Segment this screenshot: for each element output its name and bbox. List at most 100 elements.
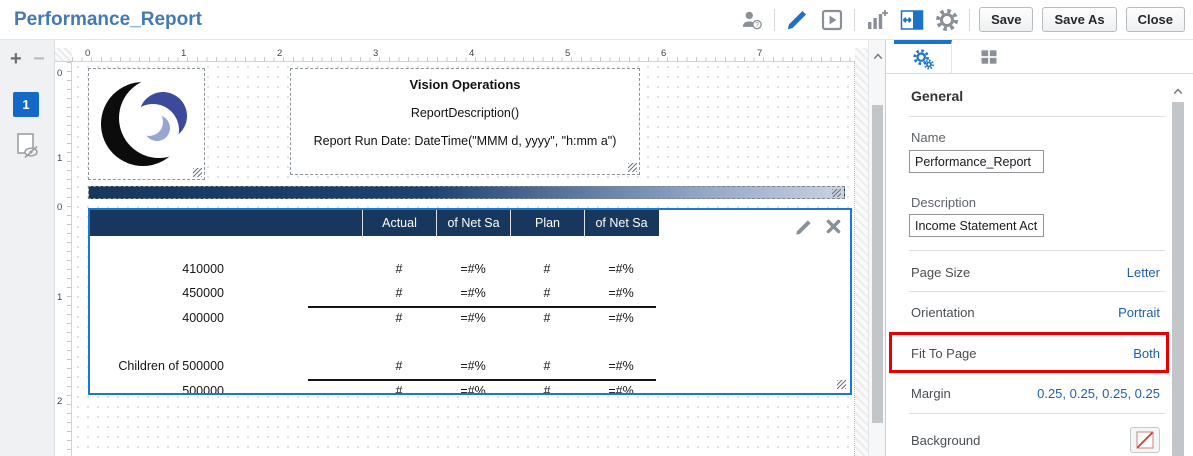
save-as-button[interactable]: Save As [1042, 7, 1117, 32]
no-fill-icon [1136, 431, 1154, 449]
grid-row: 500000 # =#% # =#% [90, 384, 659, 395]
grid-cell[interactable]: =#% [608, 286, 634, 300]
resize-handle[interactable] [628, 163, 637, 172]
toolbar-separator [774, 8, 776, 31]
canvas-scrollbar[interactable] [868, 40, 885, 456]
page-number-thumbnail[interactable]: 1 [13, 92, 39, 117]
grid-header-row: Actual of Net Sa Plan of Net Sa [90, 210, 659, 236]
grid-cell[interactable]: # [395, 311, 403, 325]
scroll-up-icon[interactable] [870, 48, 885, 63]
remove-page-icon[interactable]: − [33, 48, 45, 70]
grid-cell[interactable]: # [543, 311, 551, 325]
ruler-label: 1 [57, 153, 63, 164]
add-page-icon[interactable]: + [10, 48, 22, 70]
tab-general-settings[interactable] [894, 40, 952, 74]
grid-row-label[interactable]: 450000 [182, 286, 224, 300]
grid-cell[interactable]: =#% [460, 384, 486, 395]
report-description-text: ReportDescription() [410, 106, 520, 120]
description-input[interactable] [909, 214, 1044, 237]
grid-cell[interactable]: # [395, 262, 403, 276]
grid-underline [308, 306, 656, 308]
tab-layout[interactable] [960, 40, 1018, 74]
header-band[interactable] [88, 186, 845, 199]
hidden-sheet-icon[interactable] [14, 132, 42, 167]
grid-cell[interactable]: # [543, 384, 551, 395]
grid-row-label[interactable]: Children of 500000 [118, 359, 224, 373]
grid-cell[interactable]: =#% [608, 262, 634, 276]
resize-handle[interactable] [832, 189, 841, 197]
panel-scrollbar[interactable] [1171, 40, 1185, 456]
grid-cell[interactable]: =#% [608, 311, 634, 325]
out-of-page-area [855, 48, 868, 456]
grid-cell[interactable]: =#% [460, 359, 486, 373]
grid-underline [308, 379, 656, 381]
design-canvas[interactable]: 0 1 2 3 4 5 6 7 0 1 0 1 2 [55, 40, 885, 456]
background-no-fill-button[interactable] [1130, 427, 1160, 453]
grid-cell[interactable]: =#% [460, 262, 486, 276]
page-size-label: Page Size [911, 264, 971, 280]
preview-icon[interactable] [819, 7, 845, 33]
grid-header-cell[interactable]: Plan [510, 210, 584, 236]
ruler-label: 0 [57, 202, 63, 213]
grid-cell[interactable]: =#% [460, 286, 486, 300]
fit-to-page-row: Fit To Page Both [886, 343, 1193, 363]
grid-header-cell[interactable] [90, 210, 362, 236]
report-page[interactable]: Vision Operations ReportDescription() Re… [73, 62, 855, 456]
user-status-icon[interactable]: ? [739, 7, 765, 33]
grid-header-cell[interactable]: Actual [362, 210, 436, 236]
grid-cell[interactable]: =#% [608, 384, 634, 395]
report-grid[interactable]: Actual of Net Sa Plan of Net Sa 410000 #… [88, 208, 852, 395]
grid-cell[interactable]: # [395, 384, 403, 395]
close-button[interactable]: Close [1125, 7, 1185, 32]
margin-value[interactable]: 0.25, 0.25, 0.25, 0.25 [1037, 385, 1160, 401]
properties-tabs [886, 40, 1193, 74]
scroll-up-icon[interactable] [1171, 84, 1185, 98]
name-input[interactable] [909, 150, 1044, 173]
save-button[interactable]: Save [979, 7, 1034, 32]
left-toolbar: + − 1 [0, 40, 55, 456]
edit-grid-pencil-icon[interactable] [794, 218, 813, 242]
edit-pencil-icon[interactable] [784, 7, 810, 33]
vertical-ruler: 0 1 0 1 2 [55, 62, 72, 456]
grid-row: Children of 500000 # =#% # =#% [90, 359, 659, 374]
grid-cell[interactable]: # [395, 359, 403, 373]
divider [909, 413, 1165, 414]
report-run-date-text: Report Run Date: DateTime("MMM d, yyyy",… [313, 134, 617, 148]
margin-label: Margin [911, 385, 951, 401]
ruler-corner [55, 48, 72, 62]
grid-cell[interactable]: # [543, 262, 551, 276]
settings-gear-icon[interactable] [934, 7, 960, 33]
ruler-label: 5 [565, 48, 571, 59]
grid-row-label[interactable]: 400000 [182, 311, 224, 325]
background-row: Background [886, 426, 1193, 454]
delete-grid-x-icon[interactable] [825, 218, 842, 242]
grid-cell[interactable]: # [395, 286, 403, 300]
fit-to-page-value[interactable]: Both [1133, 345, 1160, 361]
toolbar-separator [854, 8, 856, 31]
insert-chart-icon[interactable] [864, 7, 890, 33]
top-toolbar: ? Save Save As Close [739, 7, 1185, 33]
report-title-text: Vision Operations [409, 77, 521, 92]
orientation-value[interactable]: Portrait [1118, 304, 1160, 320]
fit-width-icon[interactable] [899, 7, 925, 33]
header-text-frame[interactable]: Vision Operations ReportDescription() Re… [290, 68, 640, 175]
resize-handle[interactable] [193, 168, 202, 177]
grid-row-label[interactable]: 410000 [182, 262, 224, 276]
logo-image-frame[interactable] [88, 68, 205, 180]
grid-cell[interactable]: # [543, 359, 551, 373]
grid-header-cell[interactable]: of Net Sa [436, 210, 510, 236]
ruler-label: 2 [57, 396, 63, 407]
grid-header-cell[interactable]: of Net Sa [584, 210, 658, 236]
grid-cell[interactable]: =#% [608, 359, 634, 373]
margin-row: Margin 0.25, 0.25, 0.25, 0.25 [886, 383, 1193, 403]
toolbar-separator [969, 8, 971, 31]
page-size-value[interactable]: Letter [1126, 264, 1160, 280]
scrollbar-thumb[interactable] [1172, 102, 1184, 456]
svg-text:?: ? [755, 21, 759, 28]
grid-cell[interactable]: =#% [460, 311, 486, 325]
top-bar: Performance_Report ? Save [0, 0, 1193, 40]
scrollbar-thumb[interactable] [872, 105, 883, 423]
resize-handle[interactable] [837, 380, 846, 389]
grid-cell[interactable]: # [543, 286, 551, 300]
grid-row-label[interactable]: 500000 [182, 384, 224, 395]
